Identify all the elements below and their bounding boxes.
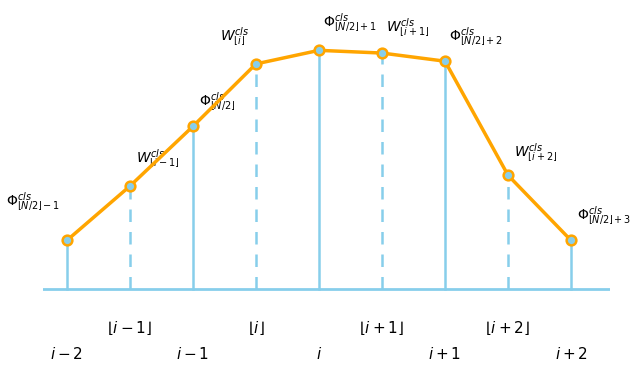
Text: $W^{cls}_{\lfloor i \rfloor}$: $W^{cls}_{\lfloor i \rfloor}$	[220, 25, 250, 48]
Text: $\lfloor i+1 \rfloor$: $\lfloor i+1 \rfloor$	[360, 319, 404, 337]
Text: $i-1$: $i-1$	[176, 346, 209, 362]
Text: $\Phi^{cls}_{\lfloor N/2 \rfloor+3}$: $\Phi^{cls}_{\lfloor N/2 \rfloor+3}$	[577, 204, 632, 227]
Text: $i+1$: $i+1$	[428, 346, 461, 362]
Text: $\Phi^{cls}_{\lfloor N/2 \rfloor+2}$: $\Phi^{cls}_{\lfloor N/2 \rfloor+2}$	[449, 25, 503, 48]
Text: $\lfloor i+2 \rfloor$: $\lfloor i+2 \rfloor$	[485, 319, 531, 337]
Text: $W^{cls}_{\lfloor i+2 \rfloor}$: $W^{cls}_{\lfloor i+2 \rfloor}$	[515, 142, 557, 164]
Text: $W^{cls}_{\lfloor i+1 \rfloor}$: $W^{cls}_{\lfloor i+1 \rfloor}$	[386, 17, 429, 39]
Text: $i+2$: $i+2$	[554, 346, 588, 362]
Text: $W^{cls}_{\lfloor i-1 \rfloor}$: $W^{cls}_{\lfloor i-1 \rfloor}$	[136, 147, 179, 170]
Text: $\Phi^{cls}_{\lfloor N/2 \rfloor+1}$: $\Phi^{cls}_{\lfloor N/2 \rfloor+1}$	[323, 12, 377, 34]
Text: $\Phi^{cls}_{\lfloor N/2 \rfloor}$: $\Phi^{cls}_{\lfloor N/2 \rfloor}$	[199, 90, 236, 113]
Text: $\lfloor i \rfloor$: $\lfloor i \rfloor$	[248, 319, 264, 337]
Text: $\lfloor i-1 \rfloor$: $\lfloor i-1 \rfloor$	[108, 319, 152, 337]
Text: $i$: $i$	[316, 346, 322, 362]
Text: $i-2$: $i-2$	[51, 346, 83, 362]
Text: $\Phi^{cls}_{\lfloor N/2 \rfloor-1}$: $\Phi^{cls}_{\lfloor N/2 \rfloor-1}$	[6, 191, 61, 213]
